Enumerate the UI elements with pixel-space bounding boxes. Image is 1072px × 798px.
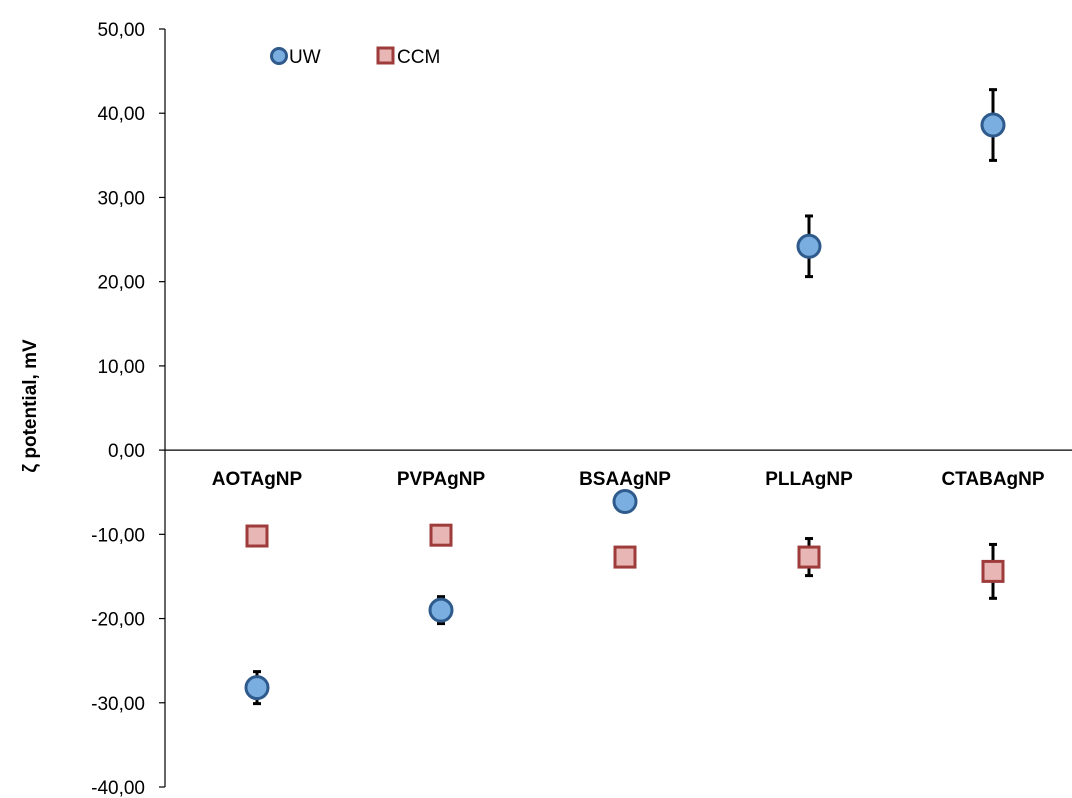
- legend-uw-marker: [270, 47, 288, 65]
- category-label: AOTAgNP: [212, 469, 303, 490]
- uw-data-point: [612, 488, 638, 514]
- ccm-data-point: [429, 523, 453, 547]
- category-labels: AOTAgNP PVPAgNP BSAAgNP PLLAgNP CTABAgNP: [212, 469, 1045, 490]
- legend-uw-label: UW: [289, 47, 321, 68]
- error-bars: [253, 88, 997, 706]
- y-tick-label: -30,00: [91, 694, 145, 715]
- y-tick-labels: 50,00 40,00 30,00 20,00 10,00 0,00 -10,00 -20,0…: [91, 20, 145, 798]
- y-tick-label: -40,00: [91, 778, 145, 798]
- uw-data-point: [980, 112, 1006, 138]
- legend-ccm-marker: [376, 46, 395, 65]
- category-label: BSAAgNP: [579, 469, 671, 490]
- uw-data-point: [244, 675, 270, 701]
- uw-data-point: [428, 597, 454, 623]
- uw-data-point: [796, 233, 822, 259]
- y-tick-label: 50,00: [97, 20, 145, 41]
- y-tick-label: 0,00: [108, 441, 145, 462]
- y-tick-label: 20,00: [97, 273, 145, 294]
- y-tick-label: -20,00: [91, 610, 145, 631]
- category-label: PLLAgNP: [765, 469, 853, 490]
- category-label: CTABAgNP: [941, 469, 1044, 490]
- ccm-data-point: [613, 545, 637, 569]
- data-markers: [244, 112, 1006, 701]
- category-label: PVPAgNP: [397, 469, 486, 490]
- y-tick-label: 40,00: [97, 104, 145, 125]
- y-axis-title: ζ potential, mV: [20, 339, 41, 473]
- axes: [159, 28, 1072, 788]
- ccm-data-point: [981, 559, 1005, 583]
- legend: UW CCM: [270, 46, 440, 68]
- ccm-data-point: [245, 524, 269, 548]
- ccm-data-point: [797, 545, 821, 569]
- y-tick-label: -10,00: [91, 525, 145, 546]
- y-tick-label: 10,00: [97, 357, 145, 378]
- legend-ccm-label: CCM: [397, 47, 440, 68]
- y-tick-label: 30,00: [97, 188, 145, 209]
